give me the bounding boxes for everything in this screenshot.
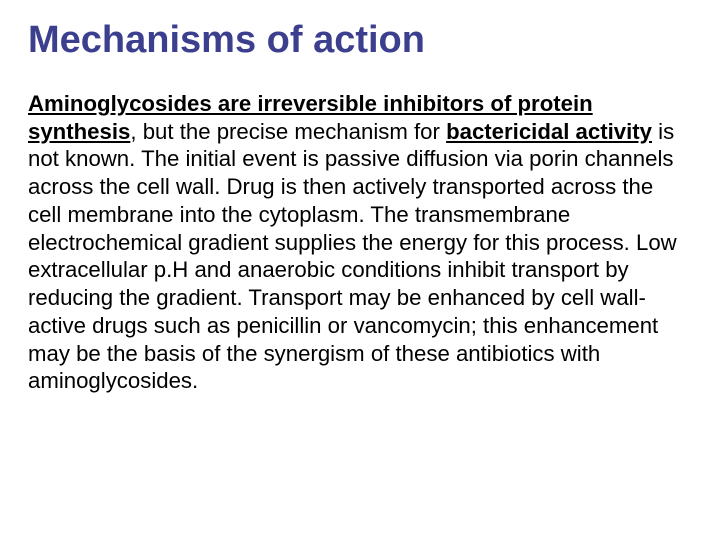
body-segment: bactericidal activity — [446, 119, 652, 144]
slide: Mechanisms of action Aminoglycosides are… — [0, 0, 720, 540]
slide-title: Mechanisms of action — [28, 20, 692, 62]
slide-body: Aminoglycosides are irreversible inhibit… — [28, 90, 692, 395]
body-segment: , but the precise mechanism for — [130, 119, 446, 144]
body-segment: is not known. The initial event is passi… — [28, 119, 677, 394]
